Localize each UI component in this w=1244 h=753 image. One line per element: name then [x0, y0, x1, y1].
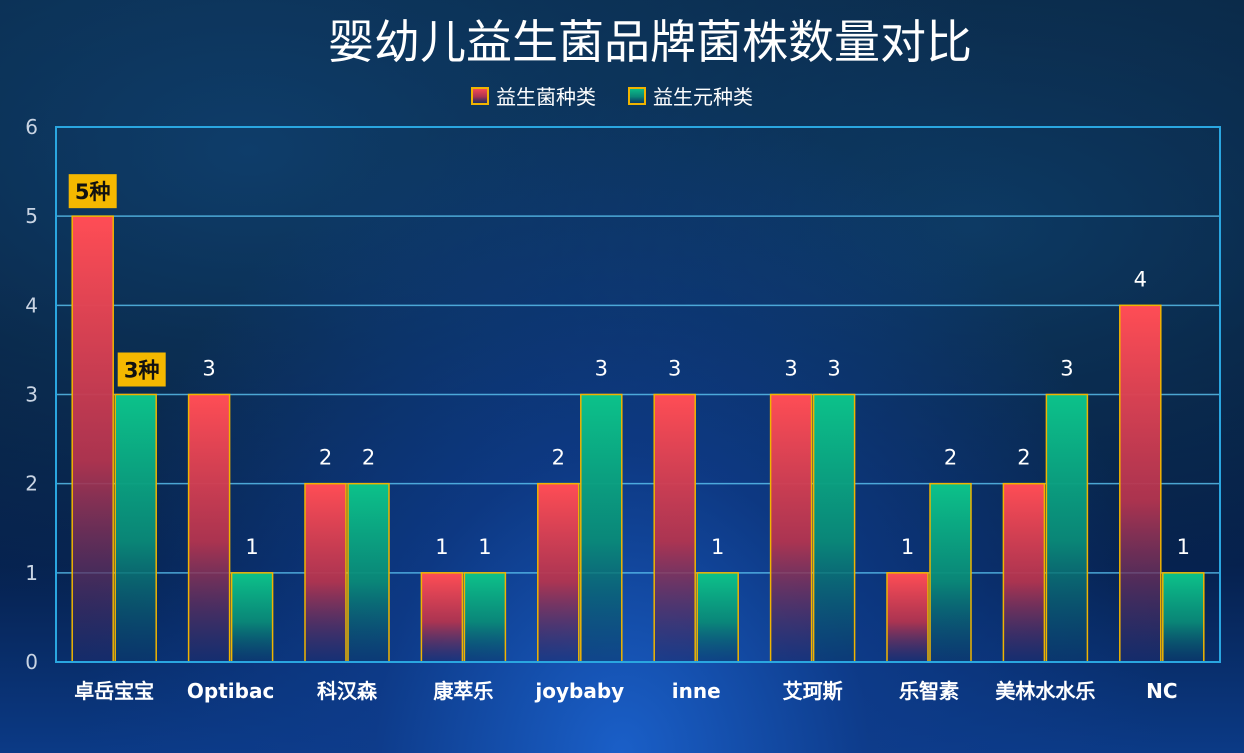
callout-box: [68, 174, 117, 209]
data-label: 3: [595, 357, 608, 381]
data-label: 1: [711, 535, 724, 559]
bars: [71, 215, 1205, 663]
data-label: 2: [1017, 446, 1030, 470]
bar-prebiotic: [347, 482, 390, 663]
x-tick-label: 乐智素: [899, 679, 959, 703]
data-label: 4: [1134, 267, 1147, 291]
data-label: 2: [362, 446, 375, 470]
y-tick-label: 4: [25, 293, 38, 317]
y-axis: 0 1 2 3 4 5 6: [25, 115, 38, 674]
y-tick-label: 0: [25, 650, 38, 674]
callout-box: [117, 352, 166, 387]
bar-probiotic: [304, 482, 347, 663]
x-tick-label: Optibac: [187, 679, 274, 703]
bar-probiotic: [769, 393, 813, 663]
legend-swatch-0: [471, 87, 489, 105]
x-tick-label: joybaby: [534, 679, 624, 703]
bar-probiotic: [1119, 304, 1162, 663]
y-tick-label: 3: [25, 383, 38, 407]
data-label: 1: [1177, 535, 1190, 559]
data-label: 3: [668, 357, 681, 381]
bar-probiotic: [653, 393, 696, 663]
x-tick-label: 艾珂斯: [783, 679, 843, 703]
data-label: 3: [1060, 357, 1073, 381]
bar-prebiotic: [696, 572, 739, 663]
callout-label: 3种: [124, 359, 160, 383]
bar-prebiotic: [812, 393, 856, 663]
data-label: 1: [901, 535, 914, 559]
data-label: 1: [435, 535, 448, 559]
legend: 益生菌种类 益生元种类: [471, 85, 753, 109]
data-label: 1: [245, 535, 258, 559]
data-labels: 3 1 2 2 1 1 2 3 3 1 3 3 1 2 2 3 4 1: [202, 267, 1190, 558]
x-tick-label: 康萃乐: [433, 679, 493, 703]
data-label: 2: [319, 446, 332, 470]
gridlines: [56, 215, 1220, 574]
bar-prebiotic: [230, 572, 274, 663]
x-tick-label: 美林水水乐: [995, 679, 1095, 703]
chart-title: 婴幼儿益生菌品牌菌株数量对比: [328, 15, 972, 69]
y-tick-label: 1: [25, 561, 38, 585]
bar-probiotic: [71, 215, 114, 663]
bar-prebiotic: [114, 393, 157, 663]
legend-label-0: 益生菌种类: [496, 85, 596, 109]
data-label: 3: [827, 357, 840, 381]
bar-probiotic: [886, 572, 929, 663]
bar-prebiotic: [1045, 393, 1089, 663]
bar-probiotic: [187, 393, 231, 663]
y-tick-label: 5: [25, 204, 38, 228]
data-label: 3: [784, 357, 797, 381]
plot-frame: [55, 126, 1221, 663]
data-label: 1: [478, 535, 491, 559]
legend-swatch-1: [628, 87, 646, 105]
callouts: 5种 3种: [68, 174, 166, 387]
data-label: 2: [944, 446, 957, 470]
data-label: 2: [552, 446, 565, 470]
bar-prebiotic: [463, 572, 507, 663]
bar-prebiotic: [929, 482, 972, 663]
bar-probiotic: [420, 572, 464, 663]
bar-prebiotic: [580, 393, 623, 663]
x-tick-label: 卓岳宝宝: [74, 679, 154, 703]
x-tick-label: inne: [672, 679, 721, 703]
y-tick-label: 2: [25, 472, 38, 496]
x-axis: 卓岳宝宝 Optibac 科汉森 康萃乐 joybaby inne 艾珂斯 乐智素 美林水水乐 N…: [74, 679, 1177, 703]
legend-label-1: 益生元种类: [653, 85, 753, 109]
x-tick-label: 科汉森: [317, 679, 378, 703]
callout-label: 5种: [75, 180, 111, 204]
y-tick-label: 6: [25, 115, 38, 139]
bar-probiotic: [1002, 482, 1046, 663]
x-tick-label: NC: [1146, 679, 1177, 703]
bar-probiotic: [537, 482, 580, 663]
data-label: 3: [202, 357, 215, 381]
bar-prebiotic: [1162, 572, 1205, 663]
